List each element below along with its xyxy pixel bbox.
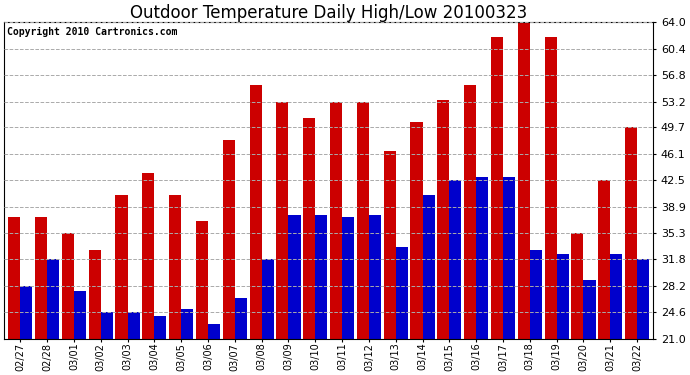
Bar bbox=[357, 102, 369, 339]
Bar bbox=[288, 215, 301, 339]
Title: Outdoor Temperature Daily High/Low 20100323: Outdoor Temperature Daily High/Low 20100… bbox=[130, 4, 527, 22]
Bar bbox=[571, 233, 584, 339]
Bar bbox=[384, 151, 396, 339]
Bar bbox=[396, 247, 408, 339]
Bar bbox=[330, 102, 342, 339]
Bar bbox=[610, 254, 622, 339]
Bar bbox=[437, 99, 449, 339]
Bar bbox=[20, 286, 32, 339]
Bar bbox=[62, 233, 74, 339]
Bar bbox=[223, 140, 235, 339]
Bar bbox=[449, 180, 462, 339]
Bar bbox=[142, 173, 155, 339]
Bar bbox=[8, 217, 20, 339]
Bar bbox=[169, 195, 181, 339]
Bar bbox=[262, 259, 274, 339]
Bar bbox=[208, 324, 220, 339]
Bar bbox=[598, 180, 610, 339]
Bar bbox=[584, 280, 595, 339]
Bar bbox=[557, 254, 569, 339]
Bar bbox=[47, 259, 59, 339]
Bar bbox=[411, 122, 422, 339]
Bar bbox=[115, 195, 128, 339]
Bar bbox=[518, 22, 530, 339]
Bar bbox=[544, 37, 557, 339]
Bar bbox=[637, 259, 649, 339]
Bar bbox=[303, 118, 315, 339]
Bar bbox=[155, 316, 166, 339]
Bar bbox=[181, 309, 193, 339]
Bar bbox=[476, 177, 489, 339]
Bar bbox=[530, 250, 542, 339]
Text: Copyright 2010 Cartronics.com: Copyright 2010 Cartronics.com bbox=[8, 27, 178, 37]
Bar bbox=[503, 177, 515, 339]
Bar bbox=[128, 312, 139, 339]
Bar bbox=[235, 298, 247, 339]
Bar bbox=[369, 215, 381, 339]
Bar bbox=[422, 195, 435, 339]
Bar bbox=[88, 250, 101, 339]
Bar bbox=[74, 291, 86, 339]
Bar bbox=[35, 217, 47, 339]
Bar bbox=[491, 37, 503, 339]
Bar bbox=[277, 102, 288, 339]
Bar bbox=[101, 312, 112, 339]
Bar bbox=[625, 128, 637, 339]
Bar bbox=[342, 217, 354, 339]
Bar bbox=[250, 85, 262, 339]
Bar bbox=[196, 221, 208, 339]
Bar bbox=[464, 85, 476, 339]
Bar bbox=[315, 215, 327, 339]
